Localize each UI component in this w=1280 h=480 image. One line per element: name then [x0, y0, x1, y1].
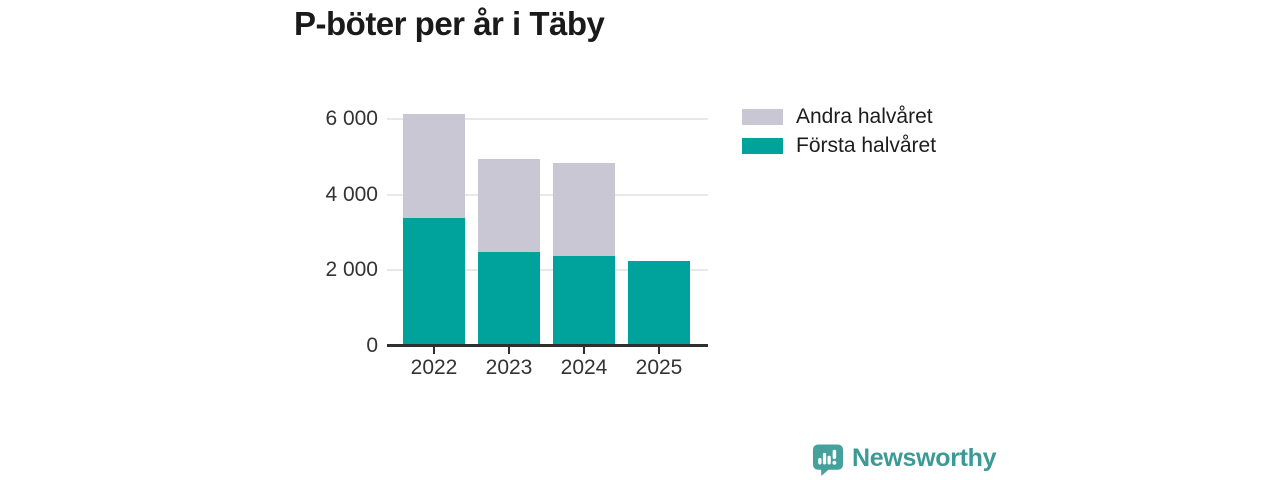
bar-2025-first-half: [628, 261, 690, 346]
x-axis-tick: [583, 347, 585, 354]
bar-2022-first-half: [403, 218, 465, 346]
legend-swatch: [742, 137, 783, 154]
legend-label: Första halvåret: [796, 133, 937, 157]
legend-item: Andra halvåret: [742, 102, 936, 131]
x-axis-tick-label: 2023: [485, 356, 533, 379]
chart-title: P-böter per år i Täby: [294, 5, 605, 42]
x-axis-tick: [508, 347, 510, 354]
x-axis-tick: [433, 347, 435, 354]
y-axis-tick-label: 0: [366, 334, 378, 357]
x-axis-tick-label: 2022: [410, 356, 458, 379]
y-axis-tick-label: 2 000: [325, 258, 378, 281]
legend: Andra halvåret Första halvåret: [742, 102, 936, 160]
x-axis-tick-label: 2024: [560, 356, 608, 379]
x-axis-tick-label: 2025: [635, 356, 683, 379]
y-axis-tick-label: 4 000: [325, 183, 378, 206]
y-axis-tick-label: 6 000: [325, 107, 378, 130]
newsworthy-logo-text: Newsworthy: [852, 443, 997, 472]
x-axis-line: [387, 344, 708, 347]
y-gridline: [387, 269, 708, 271]
y-gridline: [387, 118, 708, 120]
newsworthy-logo-icon: [812, 444, 844, 476]
bar-2023-first-half: [478, 252, 540, 346]
legend-swatch: [742, 108, 783, 125]
bar-2024-second-half: [553, 163, 615, 256]
x-axis-tick: [658, 347, 660, 354]
newsworthy-logo: Newsworthy: [812, 443, 997, 477]
y-gridline: [387, 194, 708, 196]
legend-label: Andra halvåret: [796, 104, 933, 128]
bar-2024-first-half: [553, 256, 615, 346]
bar-2022-second-half: [403, 114, 465, 218]
legend-item: Första halvåret: [742, 131, 936, 160]
bar-2023-second-half: [478, 159, 540, 252]
